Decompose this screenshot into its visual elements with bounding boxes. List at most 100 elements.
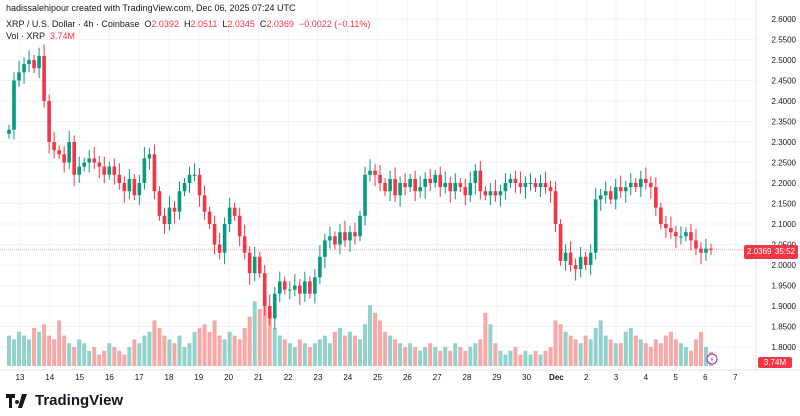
candle-body bbox=[383, 183, 387, 192]
volume-bar bbox=[483, 312, 488, 366]
candle-body bbox=[147, 154, 152, 159]
volume-bar bbox=[533, 350, 538, 366]
time-tick: 2 bbox=[584, 373, 589, 382]
candle-body bbox=[92, 158, 97, 163]
candle-body bbox=[659, 207, 663, 224]
time-tick: 29 bbox=[492, 373, 501, 382]
volume-bar bbox=[653, 339, 658, 366]
volume-bar bbox=[157, 328, 162, 366]
volume-bar bbox=[698, 331, 703, 366]
candle-body bbox=[623, 187, 628, 192]
volume-bar bbox=[598, 320, 603, 366]
replay-icon[interactable] bbox=[706, 353, 718, 365]
volume-bar bbox=[623, 331, 628, 366]
price-tick: 1.9500 bbox=[772, 282, 797, 291]
price-axis: 2.6000 2.5500 2.5000 2.4500 2.4000 2.3500 2.30… bbox=[772, 15, 797, 352]
price-tick: 2.0000 bbox=[772, 261, 797, 270]
candle-body bbox=[207, 211, 212, 224]
price-tick: 2.3000 bbox=[772, 138, 797, 147]
volume-bar bbox=[703, 347, 708, 366]
volume-bar bbox=[12, 339, 17, 366]
price-tick: 2.1500 bbox=[772, 200, 797, 209]
time-tick: 16 bbox=[105, 373, 114, 382]
candle-body bbox=[42, 55, 46, 101]
volume-bar bbox=[147, 331, 152, 366]
volume-bar bbox=[337, 328, 342, 366]
volume-bar bbox=[42, 324, 47, 366]
time-tick: 6 bbox=[703, 373, 708, 382]
candle-body bbox=[288, 289, 292, 291]
volume-bar bbox=[327, 343, 332, 366]
volume-bar bbox=[668, 331, 673, 366]
candle-body bbox=[257, 256, 262, 274]
candle-body bbox=[578, 256, 583, 270]
candle-body bbox=[303, 281, 307, 294]
candle-body bbox=[669, 228, 673, 233]
candle-body bbox=[323, 240, 327, 257]
candle-body bbox=[82, 162, 87, 167]
candle-body bbox=[618, 187, 623, 192]
candle-body bbox=[388, 178, 392, 192]
candle-body bbox=[543, 183, 548, 188]
volume-bar bbox=[312, 343, 317, 366]
time-tick: 20 bbox=[224, 373, 233, 382]
volume-bar bbox=[398, 343, 403, 366]
volume-bar bbox=[593, 328, 598, 366]
ohlc-legend: XRP / U.S. Dollar · 4h · Coinbase O2.039… bbox=[6, 19, 371, 29]
time-tick: 13 bbox=[16, 373, 25, 382]
candle-body bbox=[478, 170, 483, 192]
candle-body bbox=[473, 170, 478, 183]
volume-bar bbox=[363, 324, 368, 366]
volume-bar bbox=[588, 339, 593, 366]
volume-bar bbox=[242, 328, 247, 366]
candle-body bbox=[298, 285, 302, 294]
volume-bar bbox=[207, 331, 212, 366]
candle-body bbox=[603, 191, 608, 196]
volume-bar bbox=[523, 350, 528, 366]
volume-bar bbox=[167, 339, 172, 366]
candle-body bbox=[408, 178, 412, 188]
candle-body bbox=[57, 150, 61, 155]
volume-bar bbox=[307, 347, 312, 366]
candle-body bbox=[438, 174, 443, 188]
volume-bar bbox=[217, 335, 222, 366]
candle-body bbox=[282, 281, 287, 290]
volume-bar bbox=[643, 343, 648, 366]
volume-bar bbox=[388, 335, 393, 366]
volume-bar bbox=[7, 335, 11, 366]
candle-body bbox=[192, 174, 197, 176]
volume-bar bbox=[32, 328, 37, 366]
volume-bar bbox=[302, 343, 307, 366]
volume-bar bbox=[678, 343, 683, 366]
volume-bar bbox=[548, 347, 553, 366]
time-tick: 30 bbox=[522, 373, 531, 382]
candle-body bbox=[167, 207, 172, 224]
candle-body bbox=[674, 232, 678, 237]
volume-bar bbox=[247, 316, 252, 366]
time-tick: 7 bbox=[733, 373, 738, 382]
volume-bar bbox=[197, 328, 202, 366]
volume-bar bbox=[52, 339, 57, 366]
volume-bar bbox=[498, 350, 503, 366]
tradingview-logo[interactable]: TradingView bbox=[6, 392, 123, 409]
volume-bar bbox=[633, 335, 638, 366]
symbol-title[interactable]: XRP / U.S. Dollar · 4h · Coinbase bbox=[6, 19, 140, 29]
candle-body bbox=[533, 183, 538, 188]
candle-body bbox=[649, 183, 653, 188]
volume-bar bbox=[553, 320, 558, 366]
volume-bar bbox=[97, 354, 102, 366]
candle-body bbox=[117, 174, 122, 183]
watermark: hadissalehipour created with TradingView… bbox=[6, 3, 296, 13]
price-tick: 2.6000 bbox=[772, 15, 797, 24]
candle-body bbox=[222, 224, 227, 253]
candle-body bbox=[483, 191, 488, 196]
volume-bar bbox=[648, 347, 653, 366]
candle-body bbox=[628, 183, 633, 188]
candle-body bbox=[453, 183, 458, 192]
candle-body bbox=[598, 195, 603, 200]
time-tick: 18 bbox=[165, 373, 174, 382]
time-tick: 24 bbox=[343, 373, 352, 382]
candle-body bbox=[217, 244, 222, 253]
volume-bar bbox=[408, 343, 413, 366]
